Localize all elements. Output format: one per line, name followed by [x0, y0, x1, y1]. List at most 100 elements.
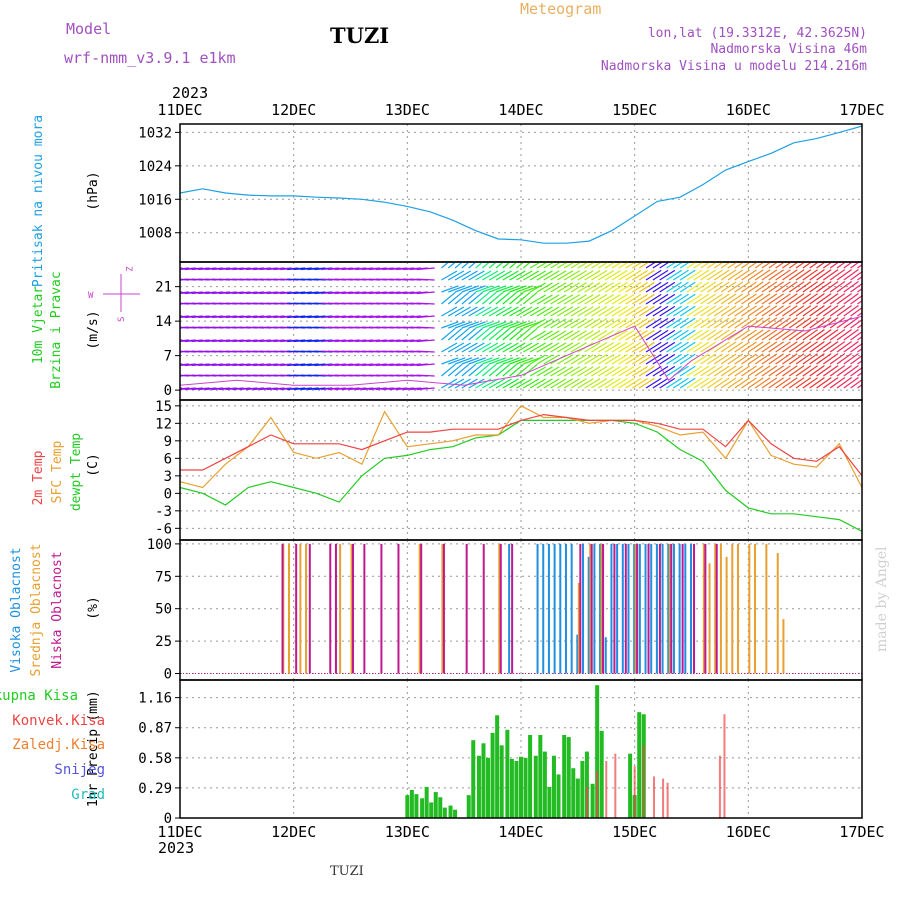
wind-barb — [584, 330, 601, 341]
wind-barb — [570, 318, 587, 329]
wind-axis-titles: 10m Vjetar Brzina i Pravac (m/s) W Z S — [31, 266, 140, 389]
cloud-mid-bar — [668, 543, 671, 674]
compass-z: Z — [123, 266, 133, 272]
wind-barb — [857, 335, 862, 341]
wind-barb — [666, 353, 682, 365]
wind-barb — [775, 269, 791, 281]
wind-barb — [502, 291, 517, 305]
wind-barb — [672, 281, 689, 293]
wind-barb — [597, 318, 614, 329]
y-tick-label: 50 — [155, 602, 172, 618]
cloud-low-bar — [704, 543, 707, 674]
wind-barb — [604, 270, 621, 281]
wind-barb — [522, 363, 538, 377]
cloud-low-bar — [352, 543, 354, 674]
wind-barb — [850, 331, 862, 341]
wind-barb — [761, 281, 778, 293]
wind-barb — [632, 377, 648, 389]
wind-barb — [618, 354, 635, 365]
wind-barb — [829, 353, 846, 365]
wind-barb — [495, 363, 511, 377]
wind-barb — [707, 353, 723, 365]
wind-barb — [604, 378, 621, 389]
cloud-low-bar — [442, 543, 445, 674]
wind-barb — [761, 329, 778, 341]
wind-barb — [720, 317, 737, 329]
wind-barb — [734, 317, 750, 329]
wind-barb — [782, 293, 798, 305]
wind-barb — [747, 281, 764, 293]
wind-barb — [529, 306, 546, 317]
wind-barb — [652, 317, 669, 329]
wind-barb — [802, 353, 818, 365]
wind-barb — [416, 363, 435, 367]
wind-barb — [529, 330, 546, 341]
wind-barb — [788, 305, 805, 317]
wind-barb — [747, 262, 759, 269]
wind-barb — [570, 306, 587, 317]
wind-barb — [823, 353, 839, 365]
wind-barb — [659, 341, 676, 353]
bottom-tick-label: 12DEC — [271, 823, 316, 841]
wind-barb — [727, 317, 744, 329]
precip-unit: (mm) — [86, 690, 101, 721]
cloud-low-bar — [465, 543, 468, 674]
wind-barb — [850, 355, 862, 365]
wind-barb — [441, 357, 459, 365]
wind-barb — [707, 269, 723, 281]
wind-barb — [713, 269, 730, 281]
precip-total-bar — [575, 778, 580, 818]
wind-barb — [850, 367, 862, 377]
wind-barb — [768, 305, 784, 317]
top-tick-label: 16DEC — [726, 101, 771, 119]
cloud-low-bar — [636, 543, 639, 674]
wind-barb — [509, 342, 526, 353]
wind-barb — [809, 262, 820, 269]
wind-barb — [536, 378, 553, 389]
wind-barb — [823, 269, 839, 281]
wind-barb — [666, 365, 682, 377]
wind-barb — [795, 269, 812, 281]
cloud-high-bar — [627, 543, 630, 674]
wind-barb — [536, 342, 553, 353]
precip-total-bar — [448, 805, 453, 818]
wind-barb — [850, 379, 862, 389]
wind-barb — [523, 321, 541, 329]
wind-barb — [597, 342, 614, 353]
wind-barb — [679, 329, 696, 341]
wind-barb — [747, 353, 764, 365]
precip-total-bar — [424, 786, 429, 818]
wind-barb — [495, 321, 514, 329]
wind-barb — [775, 305, 791, 317]
wind-ylabel-sub: Brzina i Pravac — [49, 271, 64, 388]
y-tick-label: 75 — [155, 569, 172, 585]
wind-barb — [768, 329, 784, 341]
wind-barb — [632, 293, 648, 305]
wind-barb — [686, 341, 703, 353]
wind-barb — [468, 357, 486, 365]
wind-barb — [577, 282, 594, 293]
wind-barb — [591, 306, 608, 317]
wind-barb — [591, 342, 608, 353]
wind-barb — [693, 329, 710, 341]
precip-total-bar — [547, 786, 552, 818]
wind-barb — [652, 329, 669, 341]
wind-barb — [454, 357, 473, 365]
wind-barb — [700, 317, 716, 329]
cloud-mid-bar — [418, 543, 421, 674]
wind-barb — [734, 365, 750, 377]
wind-barb — [502, 378, 519, 389]
wind-barb — [768, 281, 784, 293]
wind-barb — [454, 321, 473, 329]
wind-barb — [502, 357, 520, 365]
wind-barb — [802, 269, 818, 281]
wind-barb — [611, 354, 628, 365]
precip-axis-titles: 1hr Precip (mm) — [86, 690, 101, 807]
y-tick-label: 25 — [155, 634, 172, 650]
wind-barb — [632, 353, 648, 365]
wind-barb — [707, 281, 723, 293]
bottom-tick-label: 13DEC — [385, 823, 430, 841]
bottom-time-ticks: 11DEC 12DEC 13DEC 14DEC 15DEC 16DEC 17DEC — [157, 823, 884, 841]
wind-barb — [741, 353, 757, 365]
